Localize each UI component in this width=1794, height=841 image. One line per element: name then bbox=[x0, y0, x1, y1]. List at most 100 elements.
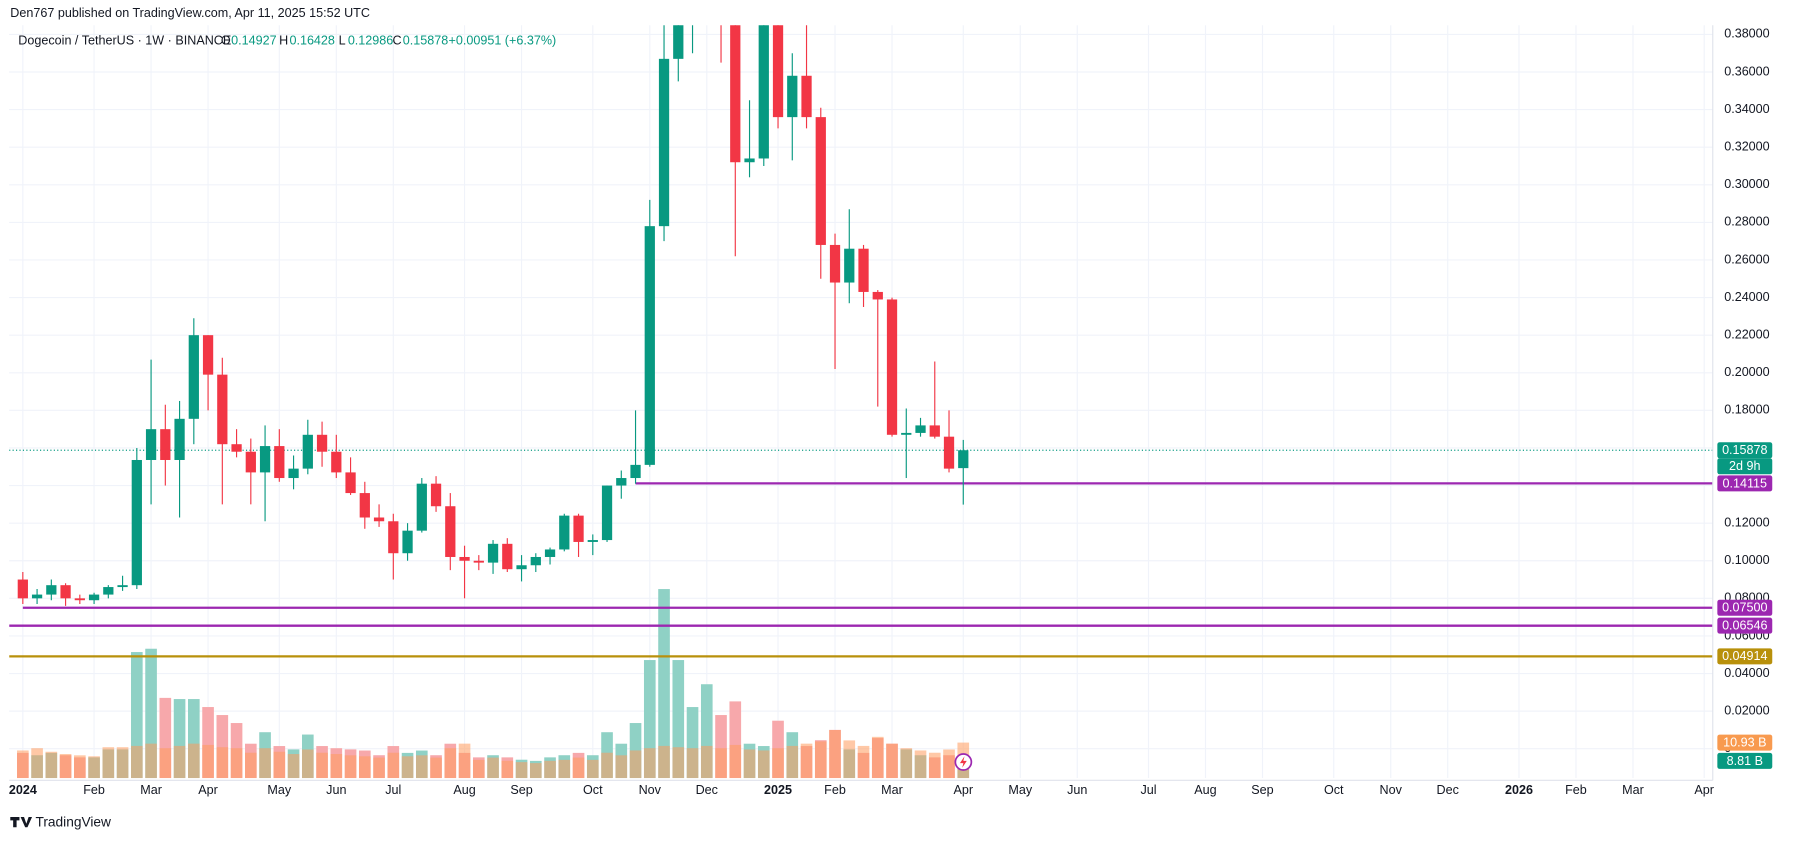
candle-body bbox=[872, 291, 883, 300]
level-box bbox=[1717, 617, 1773, 634]
volume2-bar bbox=[17, 750, 29, 779]
candle-body bbox=[844, 248, 855, 283]
volume2-bar bbox=[444, 748, 457, 779]
volume2-bar bbox=[45, 751, 58, 779]
candle-body bbox=[46, 585, 57, 595]
volume2-bar bbox=[216, 747, 229, 779]
volume2-bar bbox=[401, 756, 414, 779]
volume2-bar bbox=[74, 755, 86, 779]
level-box bbox=[1717, 599, 1773, 616]
x-tick-label: Aug bbox=[1194, 783, 1216, 797]
volume2-bar bbox=[145, 743, 157, 779]
y-tick-label: 0.38000 bbox=[1724, 27, 1769, 41]
volume2-bar bbox=[800, 743, 813, 779]
volume2-bar bbox=[757, 750, 770, 779]
volume2-bar bbox=[900, 748, 913, 779]
x-tick-label: May bbox=[267, 783, 291, 797]
y-tick-label: 0.10000 bbox=[1724, 553, 1769, 567]
candle-body bbox=[530, 556, 541, 566]
volume-bar bbox=[159, 697, 172, 779]
y-tick-label: 0.02000 bbox=[1724, 703, 1769, 717]
volume2-bar bbox=[102, 747, 115, 779]
candle-body bbox=[245, 451, 256, 473]
candle-body bbox=[31, 594, 43, 599]
candle-body bbox=[174, 418, 185, 460]
candle-body bbox=[274, 446, 285, 479]
candle-body bbox=[145, 429, 157, 460]
x-tick-label: Dec bbox=[696, 783, 718, 797]
candle-body bbox=[288, 468, 299, 479]
candle-body bbox=[445, 506, 456, 557]
x-tick-label: Jun bbox=[326, 783, 346, 797]
volume2-bar bbox=[387, 752, 400, 779]
y-tick-label: 0.30000 bbox=[1724, 177, 1769, 191]
candle-body bbox=[430, 483, 442, 507]
candle-body bbox=[801, 75, 812, 118]
volume2-bar bbox=[558, 759, 571, 779]
candle-body bbox=[587, 540, 598, 542]
volume2-bar bbox=[330, 754, 343, 779]
volume2-bar bbox=[131, 745, 143, 779]
candle-body bbox=[160, 429, 171, 460]
volume2-bar bbox=[259, 748, 271, 779]
x-tick-label: Apr bbox=[953, 783, 973, 797]
candle-body bbox=[502, 543, 513, 570]
candle-body bbox=[958, 450, 969, 469]
y-tick-label: 0.32000 bbox=[1724, 140, 1769, 154]
candle-body bbox=[929, 425, 940, 437]
volume-bar bbox=[131, 652, 143, 779]
x-tick-label: Mar bbox=[881, 783, 903, 797]
candle-body bbox=[886, 299, 898, 435]
plot-area bbox=[9, 25, 1713, 779]
x-tick-label: Apr bbox=[198, 783, 218, 797]
candle-body bbox=[416, 483, 427, 531]
volume2-bar bbox=[501, 760, 514, 779]
candle-body bbox=[815, 117, 826, 245]
candle-body bbox=[188, 335, 199, 419]
candle-body bbox=[388, 521, 399, 554]
volume2-bar bbox=[829, 730, 841, 779]
candle-body bbox=[88, 594, 100, 601]
ohlc-value: 0.15878 bbox=[403, 34, 448, 48]
volume2-bar bbox=[843, 740, 856, 779]
candle-body bbox=[673, 25, 684, 59]
x-tick-label: Jul bbox=[385, 783, 401, 797]
volume2-bar bbox=[871, 736, 884, 779]
volume2-bar bbox=[729, 744, 742, 779]
volume2-bar bbox=[914, 750, 927, 779]
volume2-bar bbox=[202, 744, 214, 779]
candle-body bbox=[943, 436, 955, 469]
x-tick-label: Feb bbox=[83, 783, 105, 797]
candle-body bbox=[915, 425, 926, 433]
volume2-bar bbox=[301, 749, 314, 779]
volume2-bar bbox=[273, 751, 286, 779]
volume2-bar bbox=[116, 747, 129, 779]
volume-last-box bbox=[1717, 752, 1773, 769]
x-tick-label: 2026 bbox=[1505, 783, 1533, 797]
volume2-bar bbox=[316, 752, 328, 779]
candle-body bbox=[559, 515, 570, 550]
candle-body bbox=[744, 158, 755, 163]
volume-bar bbox=[188, 699, 200, 779]
candle-body bbox=[316, 434, 328, 452]
volume2-bar bbox=[287, 754, 300, 779]
volume2-bar bbox=[572, 757, 585, 779]
volume2-last-label: 10.93 B bbox=[1723, 735, 1766, 749]
change: +0.00951 (+6.37%) bbox=[449, 34, 557, 48]
candle-body bbox=[302, 434, 313, 469]
x-tick-label: Nov bbox=[1380, 783, 1403, 797]
candle-body bbox=[601, 485, 613, 541]
volume2-bar bbox=[686, 748, 699, 779]
volume2-bar bbox=[886, 743, 898, 779]
volume2-bar bbox=[88, 756, 100, 779]
candle-body bbox=[758, 25, 769, 159]
x-tick-label: Apr bbox=[1694, 783, 1714, 797]
volume-bar bbox=[700, 684, 713, 779]
volume2-bar bbox=[458, 743, 471, 779]
header: Dogecoin / TetherUS · 1W · BINANCE O 0.1… bbox=[18, 34, 556, 48]
volume-bar bbox=[672, 660, 685, 779]
level-label: 0.04914 bbox=[1722, 649, 1767, 663]
x-tick-label: Oct bbox=[583, 783, 603, 797]
candle-body bbox=[730, 25, 741, 163]
